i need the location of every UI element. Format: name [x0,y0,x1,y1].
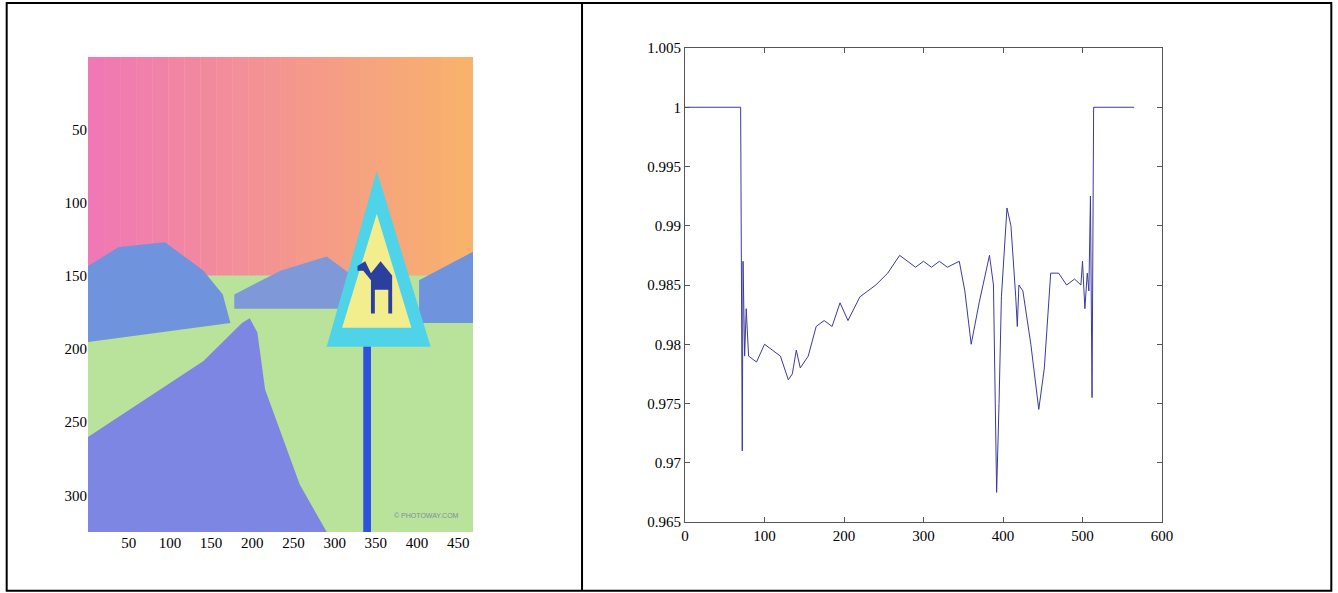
svg-text:100: 100 [159,535,182,551]
svg-text:0.975: 0.975 [647,396,681,412]
svg-text:0.965: 0.965 [647,514,681,530]
svg-text:400: 400 [992,528,1015,544]
svg-text:200: 200 [65,341,88,357]
svg-text:0.97: 0.97 [655,455,682,471]
svg-text:100: 100 [65,195,88,211]
svg-text:1: 1 [674,100,682,116]
svg-text:100: 100 [753,528,776,544]
svg-text:0.985: 0.985 [647,277,681,293]
svg-text:1.005: 1.005 [647,40,681,56]
svg-text:350: 350 [365,535,388,551]
svg-text:500: 500 [1071,528,1094,544]
svg-text:0.99: 0.99 [655,218,681,234]
svg-text:0.995: 0.995 [647,159,681,175]
svg-text:250: 250 [65,414,88,430]
svg-text:300: 300 [65,488,88,504]
svg-text:50: 50 [72,122,87,138]
svg-text:200: 200 [833,528,856,544]
svg-text:200: 200 [241,535,263,551]
svg-text:450: 450 [447,535,470,551]
svg-text:250: 250 [282,535,305,551]
svg-text:300: 300 [323,535,346,551]
svg-text:150: 150 [65,268,88,284]
svg-text:300: 300 [912,528,935,544]
svg-text:© PHOTOWAY.COM: © PHOTOWAY.COM [394,512,459,519]
svg-text:600: 600 [1151,528,1174,544]
svg-text:400: 400 [406,535,429,551]
svg-text:0.98: 0.98 [655,337,681,353]
svg-text:50: 50 [121,535,136,551]
svg-text:150: 150 [200,535,223,551]
svg-text:0: 0 [681,528,689,544]
